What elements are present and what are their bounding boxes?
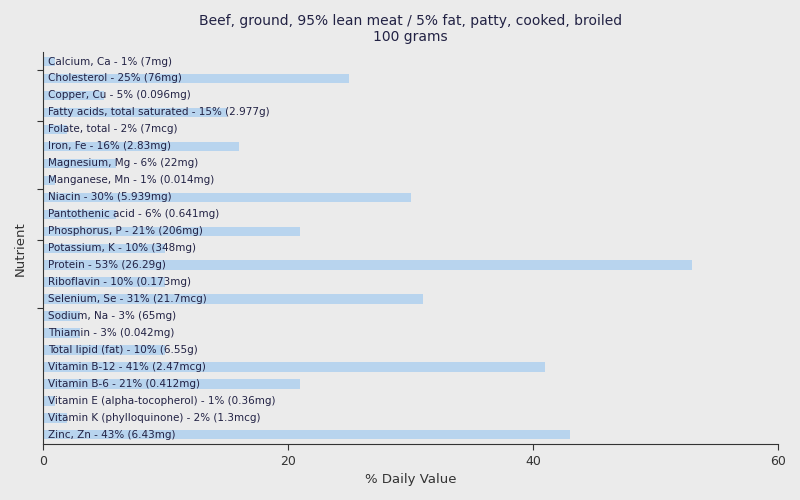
Text: Protein - 53% (26.29g): Protein - 53% (26.29g)	[48, 260, 166, 270]
Bar	[43, 74, 350, 83]
Bar	[43, 396, 55, 406]
Text: Copper, Cu - 5% (0.096mg): Copper, Cu - 5% (0.096mg)	[48, 90, 190, 101]
Bar	[43, 124, 67, 134]
Bar	[43, 57, 55, 66]
X-axis label: % Daily Value: % Daily Value	[365, 473, 456, 486]
Text: Total lipid (fat) - 10% (6.55g): Total lipid (fat) - 10% (6.55g)	[48, 345, 198, 355]
Bar	[43, 142, 239, 151]
Text: Sodium, Na - 3% (65mg): Sodium, Na - 3% (65mg)	[48, 311, 176, 321]
Text: Potassium, K - 10% (348mg): Potassium, K - 10% (348mg)	[48, 243, 196, 253]
Bar	[43, 312, 80, 320]
Text: Cholesterol - 25% (76mg): Cholesterol - 25% (76mg)	[48, 74, 182, 84]
Bar	[43, 346, 166, 354]
Bar	[43, 108, 226, 117]
Text: Pantothenic acid - 6% (0.641mg): Pantothenic acid - 6% (0.641mg)	[48, 209, 219, 219]
Text: Vitamin B-6 - 21% (0.412mg): Vitamin B-6 - 21% (0.412mg)	[48, 379, 200, 389]
Bar	[43, 158, 116, 168]
Text: Thiamin - 3% (0.042mg): Thiamin - 3% (0.042mg)	[48, 328, 174, 338]
Bar	[43, 244, 166, 253]
Text: Niacin - 30% (5.939mg): Niacin - 30% (5.939mg)	[48, 192, 171, 202]
Text: Riboflavin - 10% (0.173mg): Riboflavin - 10% (0.173mg)	[48, 277, 190, 287]
Text: Phosphorus, P - 21% (206mg): Phosphorus, P - 21% (206mg)	[48, 226, 202, 236]
Bar	[43, 278, 166, 287]
Bar	[43, 260, 692, 270]
Text: Iron, Fe - 16% (2.83mg): Iron, Fe - 16% (2.83mg)	[48, 142, 170, 152]
Text: Calcium, Ca - 1% (7mg): Calcium, Ca - 1% (7mg)	[48, 56, 172, 66]
Bar	[43, 362, 546, 372]
Bar	[43, 226, 300, 236]
Text: Zinc, Zn - 43% (6.43mg): Zinc, Zn - 43% (6.43mg)	[48, 430, 175, 440]
Text: Magnesium, Mg - 6% (22mg): Magnesium, Mg - 6% (22mg)	[48, 158, 198, 168]
Bar	[43, 176, 55, 185]
Bar	[43, 294, 422, 304]
Bar	[43, 91, 104, 100]
Y-axis label: Nutrient: Nutrient	[14, 221, 27, 276]
Title: Beef, ground, 95% lean meat / 5% fat, patty, cooked, broiled
100 grams: Beef, ground, 95% lean meat / 5% fat, pa…	[199, 14, 622, 44]
Text: Fatty acids, total saturated - 15% (2.977g): Fatty acids, total saturated - 15% (2.97…	[48, 108, 270, 118]
Bar	[43, 192, 410, 202]
Text: Vitamin K (phylloquinone) - 2% (1.3mcg): Vitamin K (phylloquinone) - 2% (1.3mcg)	[48, 413, 260, 423]
Bar	[43, 328, 80, 338]
Bar	[43, 430, 570, 440]
Text: Selenium, Se - 31% (21.7mcg): Selenium, Se - 31% (21.7mcg)	[48, 294, 206, 304]
Bar	[43, 379, 300, 388]
Text: Vitamin B-12 - 41% (2.47mcg): Vitamin B-12 - 41% (2.47mcg)	[48, 362, 206, 372]
Bar	[43, 210, 116, 219]
Bar	[43, 413, 67, 422]
Text: Vitamin E (alpha-tocopherol) - 1% (0.36mg): Vitamin E (alpha-tocopherol) - 1% (0.36m…	[48, 396, 275, 406]
Text: Manganese, Mn - 1% (0.014mg): Manganese, Mn - 1% (0.014mg)	[48, 176, 214, 186]
Text: Folate, total - 2% (7mcg): Folate, total - 2% (7mcg)	[48, 124, 178, 134]
